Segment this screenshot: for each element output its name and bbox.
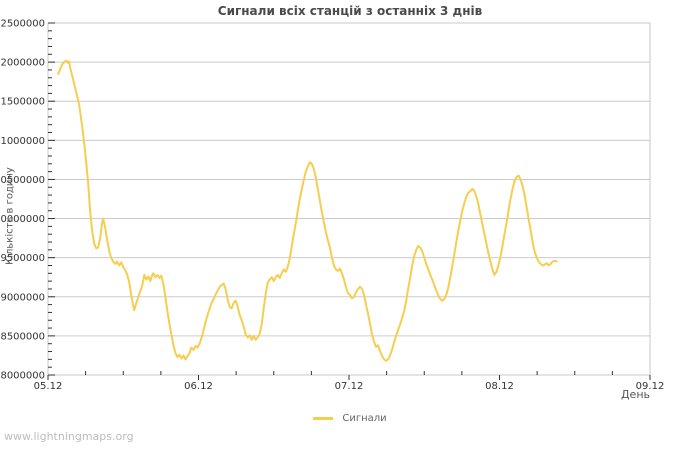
y-tick-label: 9500000 [0, 253, 45, 264]
legend-label: Сигнали [342, 413, 387, 424]
x-tick-label: 08.12 [485, 381, 514, 392]
x-axis-title: День [620, 388, 650, 401]
watermark-link[interactable]: www.lightningmaps.org [4, 430, 134, 443]
chart-title: Сигнали всіх станцій з останніх 3 днів [217, 4, 483, 18]
y-tick-label: 12500000 [0, 19, 45, 30]
x-tick-label: 07.12 [335, 381, 364, 392]
signals-series-line [57, 59, 558, 362]
y-axis-title: Кількість в годину [4, 167, 16, 265]
line-chart-plot-area: 12500000 12000000 11500000 11000000 10500000… [0, 19, 665, 393]
y-tick-label: 10500000 [0, 175, 45, 186]
legend: Сигнали [0, 413, 700, 424]
plot-border [47, 22, 651, 376]
y-tick-label: 11500000 [0, 97, 45, 108]
y-tick-label: 8000000 [0, 371, 45, 382]
x-tick-label: 09.12 [636, 381, 665, 392]
y-tick-label: 8500000 [0, 331, 45, 342]
legend-line-swatch [313, 417, 334, 420]
y-tick-label: 12000000 [0, 58, 45, 69]
y-tick-label: 9000000 [0, 292, 45, 303]
x-tick-label: 05.12 [34, 381, 63, 392]
y-tick-label: 11000000 [0, 136, 45, 147]
x-tick-label: 06.12 [184, 381, 213, 392]
